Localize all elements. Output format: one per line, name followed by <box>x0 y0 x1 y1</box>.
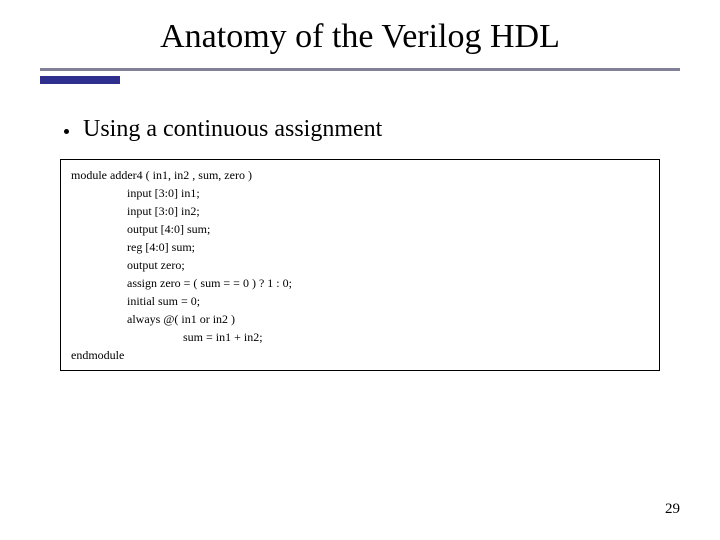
underline-bar <box>40 68 680 71</box>
code-line: output zero; <box>71 256 649 274</box>
underline-accent-block <box>40 76 120 84</box>
code-line: always @( in1 or in2 ) <box>71 310 649 328</box>
code-line: endmodule <box>71 346 649 364</box>
code-line: reg [4:0] sum; <box>71 238 649 256</box>
title-underline <box>0 68 720 86</box>
code-block: module adder4 ( in1, in2 , sum, zero ) i… <box>60 159 660 371</box>
bullet-dot-icon <box>64 129 69 134</box>
page-number: 29 <box>665 501 680 518</box>
code-line: module adder4 ( in1, in2 , sum, zero ) <box>71 166 649 184</box>
code-line: sum = in1 + in2; <box>71 328 649 346</box>
code-line: input [3:0] in1; <box>71 184 649 202</box>
bullet-item: Using a continuous assignment <box>0 116 720 143</box>
code-line: assign zero = ( sum = = 0 ) ? 1 : 0; <box>71 274 649 292</box>
slide-title: Anatomy of the Verilog HDL <box>0 0 720 68</box>
bullet-text: Using a continuous assignment <box>83 116 382 143</box>
code-line: initial sum = 0; <box>71 292 649 310</box>
code-line: input [3:0] in2; <box>71 202 649 220</box>
code-line: output [4:0] sum; <box>71 220 649 238</box>
